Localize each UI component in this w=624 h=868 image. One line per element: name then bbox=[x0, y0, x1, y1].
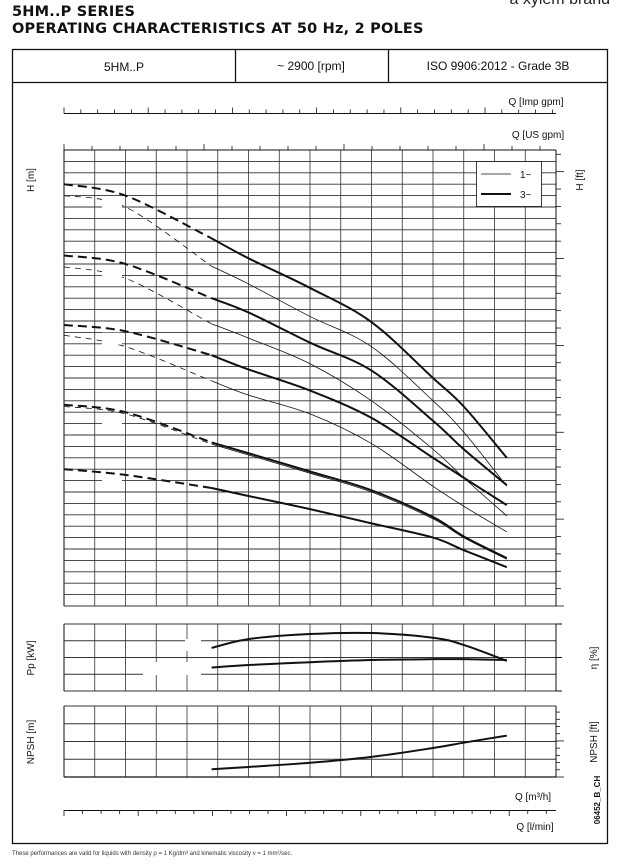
head-ft-axis-label: H [ft] bbox=[575, 169, 586, 190]
head-curve-06-1phase-dashed bbox=[63, 195, 212, 267]
stage-label-bg bbox=[101, 265, 122, 278]
brand-text: a xylem brand bbox=[510, 0, 611, 9]
head-curve-04-3phase-dashed bbox=[63, 323, 212, 357]
chart-title: OPERATING CHARACTERISTICS AT 50 Hz, 2 PO… bbox=[12, 21, 424, 37]
head-curve-02-3phase bbox=[211, 487, 508, 569]
head-curve-06-3phase-dashed bbox=[63, 183, 213, 240]
legend-label-1phase: 1~ bbox=[520, 170, 532, 181]
efficiency-curve bbox=[211, 631, 508, 662]
head-curve-04-1phase bbox=[211, 380, 508, 533]
stage-label-bg bbox=[101, 197, 122, 210]
head-curve-06-1phase bbox=[211, 265, 508, 487]
kw-label-bg bbox=[143, 662, 201, 675]
head-curve-05-1phase bbox=[211, 323, 508, 517]
imp-gpm-axis-label: Q [Imp gpm] bbox=[508, 97, 563, 108]
head-curve-06-3phase bbox=[211, 237, 508, 459]
head-curve-05-3phase bbox=[211, 297, 508, 486]
stage-label-bg bbox=[101, 476, 122, 489]
legend: 1~ 3~ bbox=[476, 161, 542, 207]
head-m-axis-label: H [m] bbox=[26, 168, 37, 192]
header-standard: ISO 9906:2012 - Grade 3B bbox=[427, 59, 570, 73]
footnote: These performances are valid for liquids… bbox=[12, 851, 293, 857]
header-model: 5HM..P bbox=[104, 60, 144, 74]
head-curve-05-3phase-dashed bbox=[63, 254, 212, 300]
head-curve-02-3phase-dashed bbox=[63, 468, 212, 489]
power-per-stage-curve bbox=[211, 658, 507, 669]
eta-label-bg bbox=[185, 639, 201, 651]
lmin-axis-label: Q [l/min] bbox=[516, 822, 553, 833]
head-curve-04-1phase-dashed bbox=[63, 334, 212, 382]
drawing-code: 06452_B_CH bbox=[593, 776, 602, 825]
stage-label-bg bbox=[101, 413, 122, 426]
head-curve-03-3phase bbox=[211, 441, 508, 560]
head-curve-03-3phase-dashed bbox=[63, 403, 212, 444]
stage-label-bg bbox=[101, 332, 122, 345]
m3h-axis-label: Q [m³/h] bbox=[515, 792, 551, 803]
head-curve-03-1phase bbox=[211, 443, 507, 560]
head-curve-04-3phase bbox=[211, 354, 508, 506]
legend-box bbox=[476, 161, 542, 207]
us-gpm-axis-label: Q [US gpm] bbox=[512, 130, 564, 141]
header-speed: ~ 2900 [rpm] bbox=[277, 59, 345, 73]
efficiency-axis-label: η [%] bbox=[589, 646, 600, 669]
head-curve-03-1phase-dashed bbox=[63, 406, 212, 445]
legend-label-3phase: 3~ bbox=[520, 190, 532, 201]
npsh-curve bbox=[211, 734, 507, 771]
series-title: 5HM..P SERIES bbox=[12, 4, 136, 20]
head-curve-05-1phase-dashed bbox=[63, 266, 212, 325]
power-axis-label: Pp [kW] bbox=[26, 640, 37, 675]
outer-frame bbox=[11, 48, 609, 845]
npsh-m-axis-label: NPSH [m] bbox=[26, 720, 37, 765]
npsh-ft-axis-label: NPSH [ft] bbox=[589, 721, 600, 763]
